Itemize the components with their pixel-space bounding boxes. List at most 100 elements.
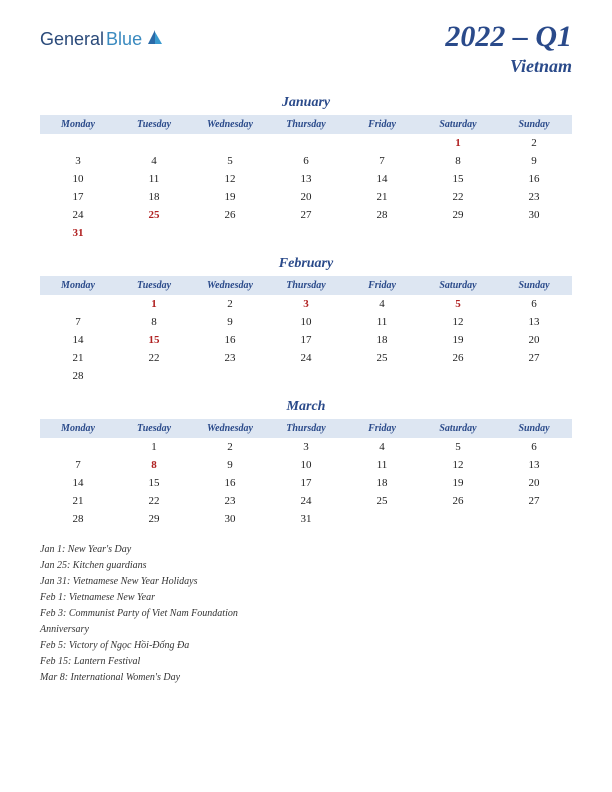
holiday-item: Anniversary bbox=[40, 622, 572, 637]
calendar-cell: 28 bbox=[40, 367, 116, 385]
calendar-cell: 3 bbox=[268, 438, 344, 456]
logo: General Blue bbox=[40, 28, 164, 51]
calendar-row: 21222324252627 bbox=[40, 492, 572, 510]
calendar-cell: 8 bbox=[420, 152, 496, 170]
holiday-item: Feb 15: Lantern Festival bbox=[40, 654, 572, 669]
calendar-cell: 6 bbox=[268, 152, 344, 170]
calendar-cell bbox=[420, 367, 496, 385]
calendar-cell: 19 bbox=[420, 474, 496, 492]
calendar-row: 28293031 bbox=[40, 510, 572, 528]
calendar-table: MondayTuesdayWednesdayThursdayFridaySatu… bbox=[40, 115, 572, 242]
calendar-cell: 9 bbox=[192, 456, 268, 474]
month-block: JanuaryMondayTuesdayWednesdayThursdayFri… bbox=[40, 95, 572, 242]
calendar-cell bbox=[344, 224, 420, 242]
day-header: Sunday bbox=[496, 115, 572, 134]
country-title: Vietnam bbox=[445, 56, 572, 77]
calendar-cell bbox=[268, 367, 344, 385]
calendar-cell: 5 bbox=[420, 438, 496, 456]
calendar-cell: 27 bbox=[496, 492, 572, 510]
calendar-cell: 17 bbox=[40, 188, 116, 206]
calendar-cell: 17 bbox=[268, 474, 344, 492]
calendar-cell: 20 bbox=[496, 331, 572, 349]
day-header: Thursday bbox=[268, 276, 344, 295]
calendar-cell bbox=[344, 134, 420, 152]
calendar-cell: 20 bbox=[268, 188, 344, 206]
calendar-row: 14151617181920 bbox=[40, 331, 572, 349]
calendar-cell: 21 bbox=[344, 188, 420, 206]
calendar-cell: 12 bbox=[420, 313, 496, 331]
calendar-cell: 19 bbox=[192, 188, 268, 206]
calendar-cell: 10 bbox=[40, 170, 116, 188]
calendar-cell: 22 bbox=[116, 349, 192, 367]
calendar-cell bbox=[116, 367, 192, 385]
calendar-cell: 13 bbox=[496, 456, 572, 474]
calendar-cell: 31 bbox=[268, 510, 344, 528]
day-header: Wednesday bbox=[192, 115, 268, 134]
calendar-cell: 24 bbox=[40, 206, 116, 224]
header: General Blue 2022 – Q1 Vietnam bbox=[40, 20, 572, 77]
calendar-cell: 28 bbox=[40, 510, 116, 528]
calendar-row: 24252627282930 bbox=[40, 206, 572, 224]
calendar-cell: 12 bbox=[192, 170, 268, 188]
day-header: Friday bbox=[344, 115, 420, 134]
calendar-cell: 6 bbox=[496, 295, 572, 313]
calendar-row: 28 bbox=[40, 367, 572, 385]
day-header: Saturday bbox=[420, 276, 496, 295]
calendar-cell: 11 bbox=[116, 170, 192, 188]
calendar-cell: 19 bbox=[420, 331, 496, 349]
calendar-cell: 25 bbox=[344, 349, 420, 367]
calendar-cell: 9 bbox=[192, 313, 268, 331]
month-name: February bbox=[40, 256, 572, 272]
calendar-cell: 31 bbox=[40, 224, 116, 242]
day-header: Tuesday bbox=[116, 115, 192, 134]
calendar-cell: 15 bbox=[420, 170, 496, 188]
calendar-cell: 22 bbox=[420, 188, 496, 206]
day-header: Tuesday bbox=[116, 276, 192, 295]
calendar-cell bbox=[40, 438, 116, 456]
calendar-cell bbox=[116, 134, 192, 152]
holiday-item: Mar 8: International Women's Day bbox=[40, 670, 572, 685]
period-title: 2022 – Q1 bbox=[445, 20, 572, 54]
day-header: Tuesday bbox=[116, 419, 192, 438]
calendar-cell: 8 bbox=[116, 456, 192, 474]
calendar-cell: 23 bbox=[496, 188, 572, 206]
holiday-item: Feb 1: Vietnamese New Year bbox=[40, 590, 572, 605]
calendar-cell: 3 bbox=[268, 295, 344, 313]
day-header: Thursday bbox=[268, 419, 344, 438]
calendar-cell: 6 bbox=[496, 438, 572, 456]
calendar-cell: 26 bbox=[420, 492, 496, 510]
calendar-cell: 5 bbox=[192, 152, 268, 170]
calendar-cell bbox=[344, 510, 420, 528]
calendar-cell bbox=[192, 224, 268, 242]
calendar-row: 78910111213 bbox=[40, 456, 572, 474]
calendar-cell: 12 bbox=[420, 456, 496, 474]
calendar-cell bbox=[268, 134, 344, 152]
calendar-cell: 16 bbox=[192, 474, 268, 492]
day-header: Saturday bbox=[420, 115, 496, 134]
calendar-cell bbox=[268, 224, 344, 242]
day-header: Wednesday bbox=[192, 419, 268, 438]
calendar-cell: 21 bbox=[40, 492, 116, 510]
calendar-cell: 7 bbox=[40, 456, 116, 474]
calendar-cell bbox=[420, 510, 496, 528]
calendar-cell: 5 bbox=[420, 295, 496, 313]
calendar-cell: 2 bbox=[192, 295, 268, 313]
calendar-cell: 20 bbox=[496, 474, 572, 492]
calendar-cell: 2 bbox=[192, 438, 268, 456]
calendar-cell: 4 bbox=[116, 152, 192, 170]
holiday-item: Jan 31: Vietnamese New Year Holidays bbox=[40, 574, 572, 589]
day-header: Saturday bbox=[420, 419, 496, 438]
calendar-cell: 30 bbox=[496, 206, 572, 224]
calendar-cell: 27 bbox=[496, 349, 572, 367]
calendar-cell bbox=[496, 367, 572, 385]
logo-sail-icon bbox=[146, 28, 164, 51]
calendar-cell: 8 bbox=[116, 313, 192, 331]
calendar-cell bbox=[192, 134, 268, 152]
calendar-cell: 24 bbox=[268, 492, 344, 510]
calendar-table: MondayTuesdayWednesdayThursdayFridaySatu… bbox=[40, 276, 572, 385]
month-block: February MondayTuesdayWednesdayThursdayFr… bbox=[40, 256, 572, 385]
calendar-cell: 16 bbox=[192, 331, 268, 349]
calendar-cell: 23 bbox=[192, 349, 268, 367]
holiday-item: Jan 1: New Year's Day bbox=[40, 542, 572, 557]
month-name: March bbox=[40, 399, 572, 415]
